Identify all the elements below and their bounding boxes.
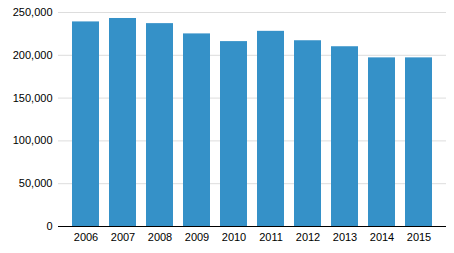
svg-text:2011: 2011 (259, 231, 283, 243)
svg-text:2013: 2013 (333, 231, 357, 243)
svg-text:200,000: 200,000 (13, 49, 53, 61)
svg-text:2015: 2015 (407, 231, 431, 243)
svg-text:2014: 2014 (370, 231, 394, 243)
svg-text:250,000: 250,000 (13, 6, 53, 18)
svg-text:2008: 2008 (148, 231, 172, 243)
svg-text:100,000: 100,000 (13, 134, 53, 146)
svg-text:2010: 2010 (222, 231, 246, 243)
svg-text:150,000: 150,000 (13, 92, 53, 104)
svg-text:2012: 2012 (296, 231, 320, 243)
svg-text:2006: 2006 (74, 231, 98, 243)
svg-text:2007: 2007 (111, 231, 135, 243)
svg-text:50,000: 50,000 (19, 177, 53, 189)
svg-text:0: 0 (46, 220, 52, 232)
svg-text:2009: 2009 (185, 231, 209, 243)
